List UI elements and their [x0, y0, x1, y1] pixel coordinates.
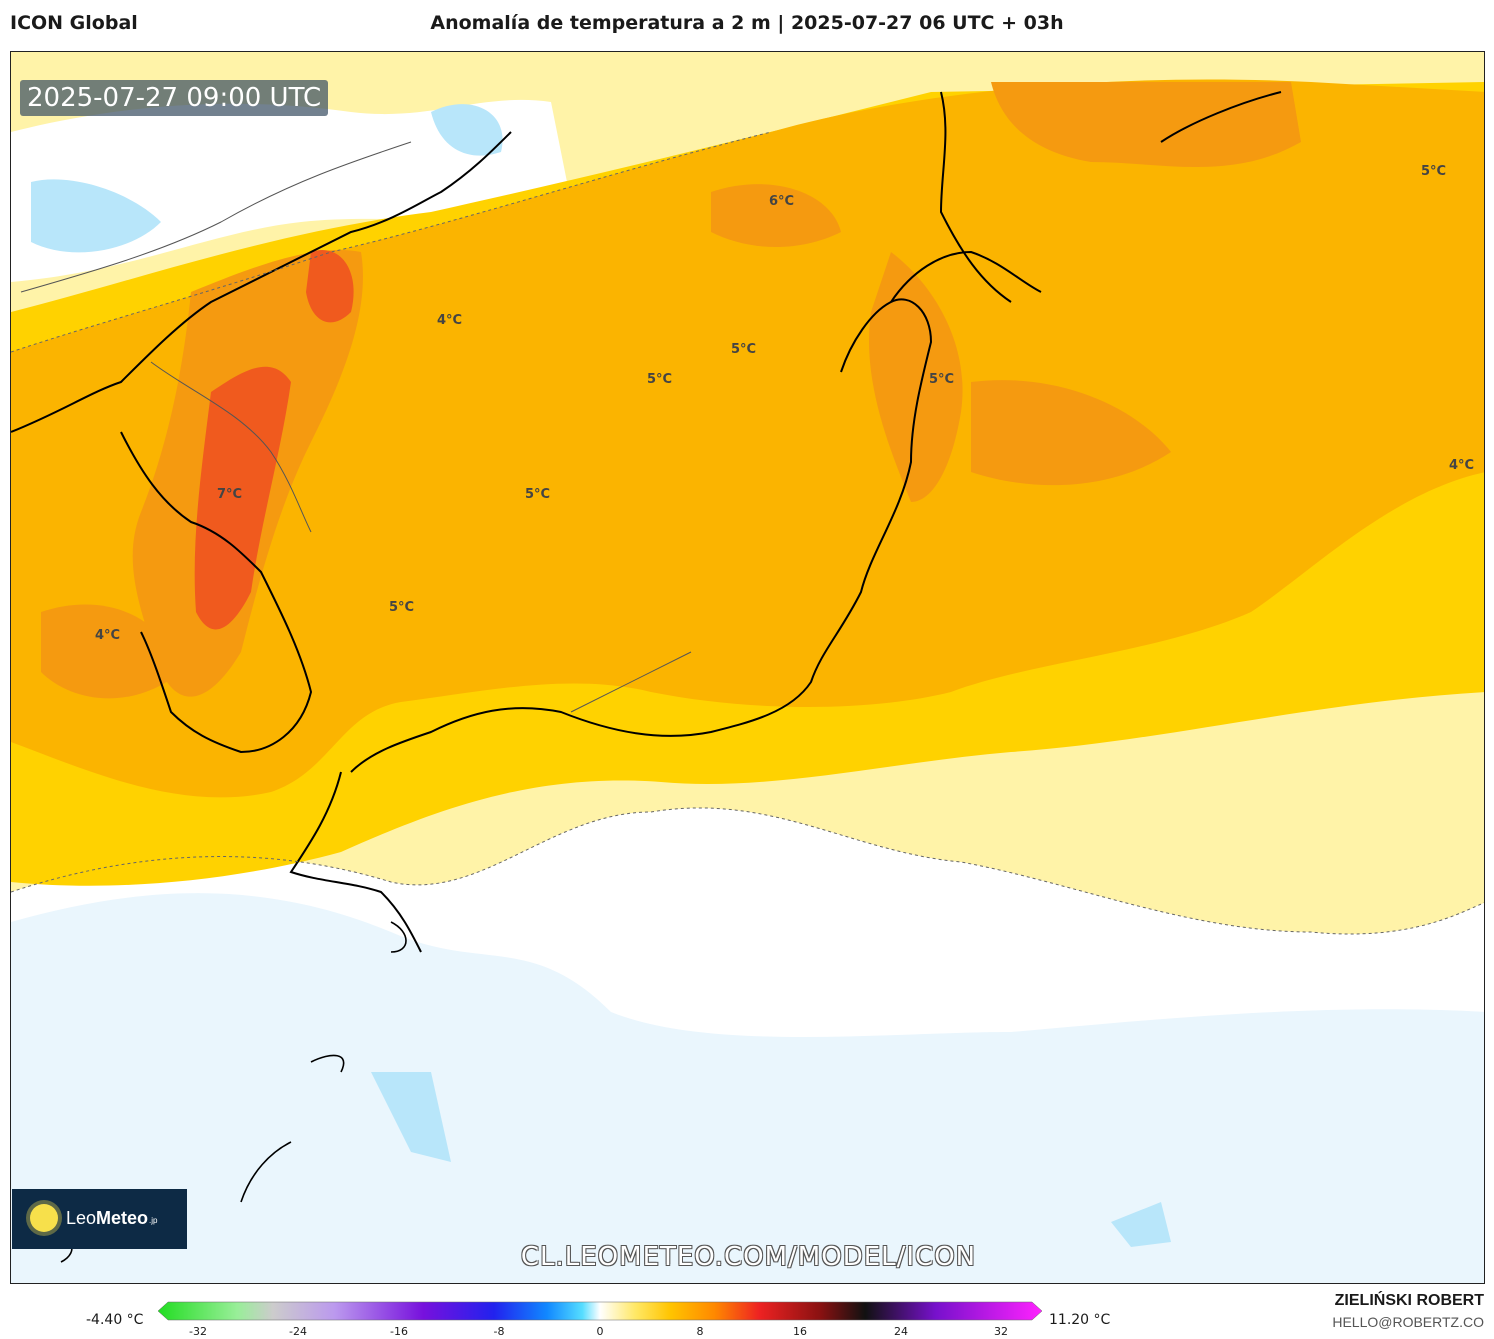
color-legend: -4.40 °C - [0, 1285, 1494, 1339]
contour-label: 4°C [95, 628, 121, 643]
borders [20, 141, 692, 713]
contour-label: 7°C [217, 487, 243, 502]
legend-tick: 16 [793, 1325, 807, 1338]
islands [50, 921, 407, 1263]
legend-tick: 0 [596, 1325, 604, 1338]
map-frame: 2025-07-27 09:00 UTC 6°C 5°C 4°C 5°C 5°C… [10, 51, 1485, 1284]
model-name: ICON Global [10, 12, 138, 34]
temperature-anomaly-map [11, 52, 1484, 1283]
contour-label: 5°C [1421, 164, 1447, 179]
leometeo-logo[interactable]: LeoMeteo .jp [12, 1189, 187, 1249]
legend-min-label: -4.40 °C [86, 1312, 144, 1328]
legend-tick: 32 [994, 1325, 1008, 1338]
author-email[interactable]: HELLO@ROBERTZ.CO [1332, 1314, 1484, 1330]
legend-color-bar [158, 1301, 1042, 1321]
field-orange [11, 79, 1484, 798]
contour-label: 6°C [769, 194, 795, 209]
field-ocean-light-blue [11, 893, 1484, 1283]
coastlines [11, 91, 1282, 953]
map-title: Anomalía de temperatura a 2 m | 2025-07-… [430, 12, 1064, 34]
header-bar: ICON Global Anomalía de temperatura a 2 … [0, 0, 1494, 50]
legend-tick: 8 [696, 1325, 704, 1338]
contour-label: 5°C [731, 342, 757, 357]
contour-label: 5°C [525, 487, 551, 502]
legend-max-label: 11.20 °C [1049, 1312, 1111, 1328]
legend-tick: -8 [493, 1325, 505, 1338]
contour-label: 5°C [929, 372, 955, 387]
legend-tick: -24 [289, 1325, 307, 1338]
logo-tld: .jp [149, 1216, 158, 1225]
logo-text: LeoMeteo [66, 1208, 149, 1228]
legend-tick: -32 [189, 1325, 207, 1338]
sun-icon [30, 1204, 58, 1232]
contour-label: 4°C [1449, 458, 1475, 473]
legend-tick: -16 [390, 1325, 408, 1338]
valid-time-badge: 2025-07-27 09:00 UTC [20, 80, 329, 116]
watermark-url: CL.LEOMETEO.COM/MODEL/ICON [520, 1242, 977, 1272]
contour-label: 5°C [389, 600, 415, 615]
contour-label: 4°C [437, 313, 463, 328]
author-name: ZIELIŃSKI ROBERT [1334, 1292, 1484, 1309]
contour-label: 5°C [647, 372, 673, 387]
legend-tick: 24 [894, 1325, 908, 1338]
